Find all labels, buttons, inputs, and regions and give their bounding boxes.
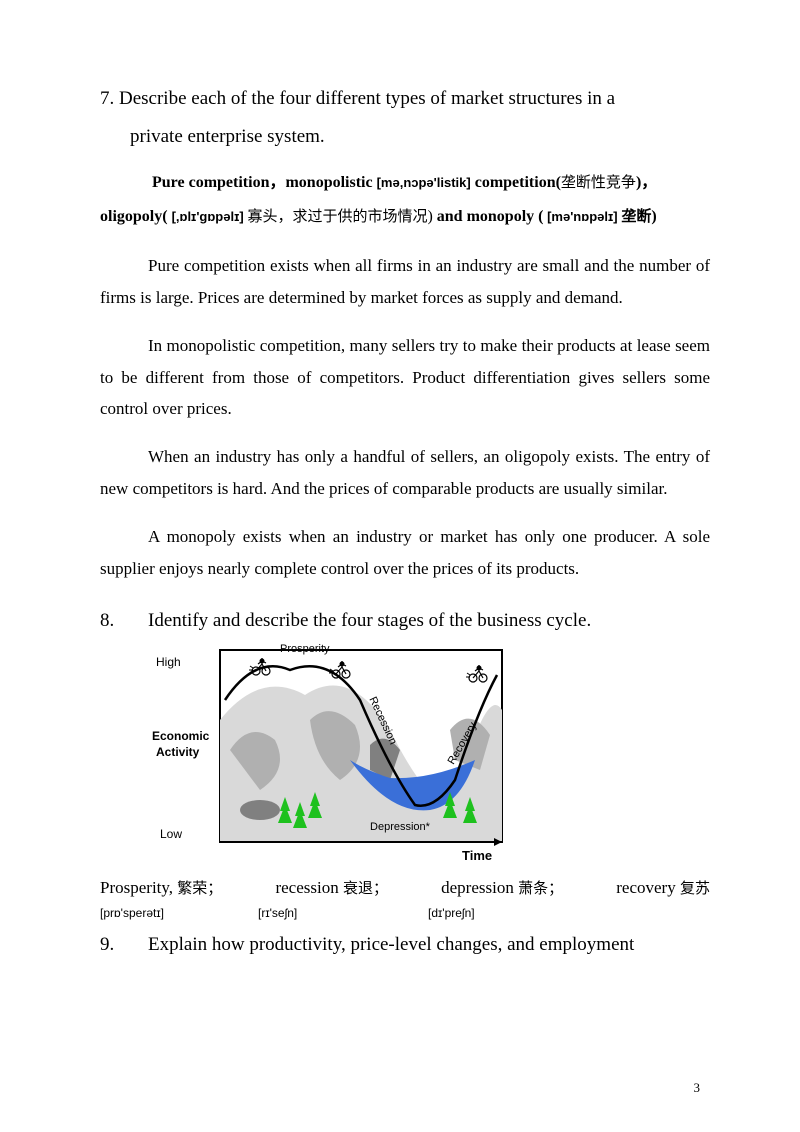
q9-heading: 9.Explain how productivity, price-level … <box>100 926 710 964</box>
q7-definitions: Pure competition，monopolistic [mə,nɔpə'l… <box>100 166 710 233</box>
page-number: 3 <box>694 1080 701 1096</box>
q7-title-l1: Describe each of the four different type… <box>119 88 615 109</box>
svg-text:Time: Time <box>462 848 492 863</box>
def-comp: competition( <box>475 174 561 191</box>
svg-text:Low: Low <box>160 827 182 841</box>
q8-title-text: Identify and describe the four stages of… <box>148 610 591 631</box>
q8-number: 8. <box>100 602 148 640</box>
q8-terms: Prosperity, 繁荣； recession 衰退； depression… <box>100 873 710 904</box>
q7-p2: In monopolistic competition, many seller… <box>100 330 710 424</box>
q7-p3: When an industry has only a handful of s… <box>100 441 710 504</box>
svg-text:Economic: Economic <box>152 729 210 743</box>
q7-title-l2: private enterprise system. <box>100 126 325 147</box>
ipa-prosperity: [prɒ'sperətɪ] <box>100 906 258 920</box>
ipa-recession: [rɪ'seʃn] <box>258 906 428 920</box>
def-olig-cn: 寡头，求过于供的市场情况 <box>244 209 428 225</box>
q9-title-text: Explain how productivity, price-level ch… <box>148 934 634 955</box>
def-mono-ipa: [mə,nɔpə'listik] <box>377 175 471 190</box>
q7-p4: A monopoly exists when an industry or ma… <box>100 521 710 584</box>
ipa-depression: [dɪ'preʃn] <box>428 906 475 920</box>
def-pure: Pure competition，monopolistic <box>152 174 373 191</box>
svg-text:High: High <box>156 655 181 669</box>
def-comp-cn: 垄断性竞争 <box>561 175 636 191</box>
def-monop-ipa: [mə'nɒpəlɪ] <box>543 209 617 224</box>
def-olig-ipa: [,ɒlɪ'gɒpəlɪ] <box>172 209 244 224</box>
business-cycle-chart: HighEconomicActivityLowTimeProsperityRec… <box>148 644 710 869</box>
document-page: 7. Describe each of the four different t… <box>0 0 800 1132</box>
def-monop-cn: 垄断 <box>618 209 652 225</box>
svg-text:Prosperity: Prosperity <box>280 644 330 655</box>
def-and: and monopoly ( <box>437 208 544 225</box>
q9-number: 9. <box>100 926 148 964</box>
q7-p1: Pure competition exists when all firms i… <box>100 250 710 313</box>
svg-text:Activity: Activity <box>156 745 200 759</box>
cycle-chart-svg: HighEconomicActivityLowTimeProsperityRec… <box>148 644 508 864</box>
def-olig: oligopoly( <box>100 208 168 225</box>
q7-number: 7. <box>100 88 114 109</box>
q8-ipa-row: [prɒ'sperətɪ] [rɪ'seʃn] [dɪ'preʃn] <box>100 906 710 920</box>
svg-text:Depression*: Depression* <box>370 821 431 833</box>
q8-heading: 8.Identify and describe the four stages … <box>100 602 710 640</box>
q7-heading: 7. Describe each of the four different t… <box>100 80 710 156</box>
